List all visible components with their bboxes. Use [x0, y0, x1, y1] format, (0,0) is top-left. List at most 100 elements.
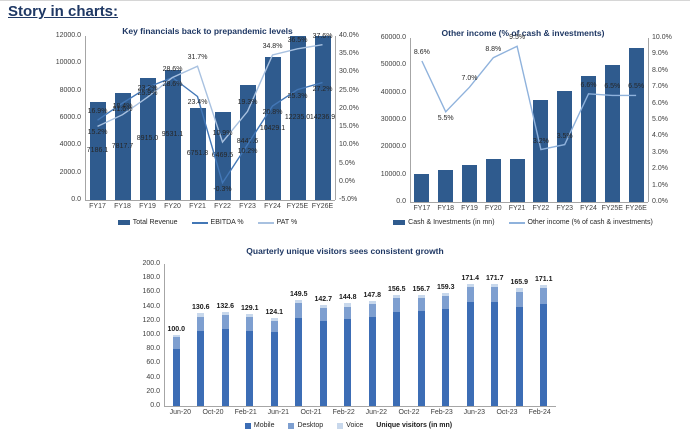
- y-axis-tick: 20.0: [146, 387, 160, 395]
- bar-value-label: 8915.0: [136, 135, 159, 143]
- left-axis-tick: 0.0: [396, 198, 406, 205]
- desktop-segment: [466, 287, 474, 303]
- other-income-of-cash-investments-value-label: 6.5%: [604, 83, 621, 91]
- mobile-segment: [295, 317, 303, 406]
- x-axis-label: Jun-21: [267, 409, 290, 416]
- x-axis-label: FY25E: [286, 203, 309, 210]
- x-axis-label: Feb-23: [430, 409, 453, 416]
- total-value-label: 124.1: [265, 308, 284, 316]
- chart-title: Quarterly unique visitors sees consisten…: [246, 246, 444, 256]
- bar-value-label: 6751.8: [186, 149, 209, 157]
- other-income-of-cash-investments-value-label: 8.8%: [485, 45, 502, 53]
- mobile-segment: [540, 303, 548, 406]
- other-income-of-cash-investments-value-label: 6.5%: [628, 83, 645, 91]
- page-title: Story in charts:: [8, 3, 119, 20]
- bar-value-label: 7817.7: [111, 142, 134, 150]
- right-axis-tick: 1.0%: [652, 181, 668, 189]
- ebitda-value-label: 23.4%: [187, 99, 208, 107]
- x-axis-label: FY23: [556, 205, 574, 212]
- legend-label: Total Revenue: [132, 219, 178, 226]
- y-axis-tick: 100.0: [142, 331, 160, 338]
- desktop-segment: [270, 320, 278, 333]
- right-axis-tick: 0.0%: [652, 198, 668, 205]
- x-axis-line: [410, 202, 648, 203]
- right-axis-tick: 40.0%: [339, 32, 359, 39]
- total-value-label: 171.4: [461, 275, 480, 283]
- left-axis-tick: 10000.0: [55, 59, 81, 67]
- x-axis-label: Jun-20: [169, 409, 192, 416]
- voice-segment: [319, 304, 327, 308]
- voice-segment: [466, 284, 474, 288]
- x-axis-label: Feb-21: [234, 409, 257, 416]
- total-value-label: 147.8: [363, 292, 382, 300]
- primary-y-axis-line: [85, 36, 86, 200]
- voice-segment: [344, 303, 352, 307]
- right-axis-tick: 5.0%: [652, 116, 668, 123]
- desktop-segment: [515, 291, 523, 307]
- x-axis-label: FY20: [164, 203, 181, 210]
- left-axis-tick: 8000.0: [59, 86, 81, 94]
- y-axis-tick: 160.0: [142, 288, 160, 296]
- y-axis-tick: 140.0: [142, 302, 160, 310]
- bar-value-label: 7186.1: [86, 146, 109, 154]
- right-axis-tick: 2.0%: [652, 165, 668, 173]
- legend-item-total-revenue: Total Revenue: [117, 219, 178, 226]
- left-axis-tick: 2000.0: [59, 168, 81, 176]
- x-axis-label: FY26E: [625, 205, 647, 212]
- desktop-segment: [221, 315, 229, 330]
- other-income-of-cash-investments-value-label: 9.5%: [509, 34, 526, 42]
- x-axis-label: FY17: [89, 203, 106, 210]
- pat-value-label: 18.4%: [112, 102, 133, 110]
- bar-value-label: 9531.1: [161, 130, 184, 138]
- other-income-of-cash-investments-value-label: 7.0%: [461, 75, 478, 83]
- desktop-segment: [442, 295, 450, 309]
- right-axis-tick: 4.0%: [652, 132, 668, 140]
- legend-label: Other income (% of cash & investments): [527, 219, 653, 226]
- mobile-segment: [466, 302, 474, 406]
- x-axis-label: FY19: [461, 205, 478, 212]
- right-axis-tick: 20.0%: [339, 104, 359, 112]
- other-income-of-cash-investments-value-label: 3.5%: [556, 132, 573, 140]
- ebitda-value-label: 25.3%: [287, 92, 308, 100]
- mobile-legend-swatch: [244, 422, 251, 429]
- total-value-label: 144.8: [338, 294, 357, 302]
- total-value-label: 159.3: [436, 283, 455, 291]
- voice-segment: [515, 288, 523, 292]
- total-value-label: 100.0: [167, 326, 186, 333]
- ebitda-value-label: 10.2%: [237, 147, 258, 155]
- desktop-segment: [295, 303, 303, 318]
- pat-value-label: 36.5%: [287, 36, 308, 44]
- y-axis-tick: 180.0: [142, 274, 160, 282]
- mobile-segment: [393, 311, 401, 406]
- x-axis-label: Jun-23: [463, 409, 486, 416]
- x-axis-label: FY25E: [601, 205, 623, 212]
- left-axis-tick: 50000.0: [380, 61, 406, 69]
- other-income-of-cash-investments-value-label: 3.2%: [532, 137, 549, 145]
- total-revenue-legend-swatch: [117, 220, 130, 225]
- pat-value-label: 15.2%: [87, 129, 108, 137]
- x-axis-label: FY21: [189, 203, 206, 210]
- ebitda-value-label: -0.3%: [213, 185, 232, 193]
- left-axis-tick: 20000.0: [380, 143, 406, 151]
- mobile-segment: [172, 349, 180, 406]
- chart-legend: Cash & Investments (in mn) Other income (…: [362, 219, 684, 226]
- secondary-y-axis-line: [648, 38, 649, 202]
- x-axis-label: FY24: [580, 205, 597, 212]
- ebitda-value-label: 20.8%: [262, 108, 283, 116]
- right-axis-tick: 15.0%: [339, 123, 359, 131]
- left-axis-tick: 10000.0: [380, 170, 406, 178]
- other-income-of-cash-investments-value-label: 8.6%: [413, 48, 430, 56]
- voice-legend-swatch: [337, 422, 344, 429]
- cash-investments-in-mn-bar-fy23: [557, 91, 573, 202]
- right-axis-tick: 10.0%: [339, 141, 359, 149]
- pat-value-label: 19.3%: [237, 99, 258, 107]
- x-axis-label: Jun-22: [365, 409, 388, 416]
- right-axis-tick: 8.0%: [652, 66, 668, 74]
- x-axis-label: FY21: [508, 205, 526, 212]
- total-value-label: 149.5: [289, 290, 308, 298]
- legend-item-pat: PAT %: [257, 219, 297, 226]
- desktop-segment: [540, 288, 548, 304]
- voice-segment: [197, 313, 205, 317]
- voice-segment: [295, 299, 303, 304]
- cash-investments-in-mn-bar-fy19: [462, 165, 477, 202]
